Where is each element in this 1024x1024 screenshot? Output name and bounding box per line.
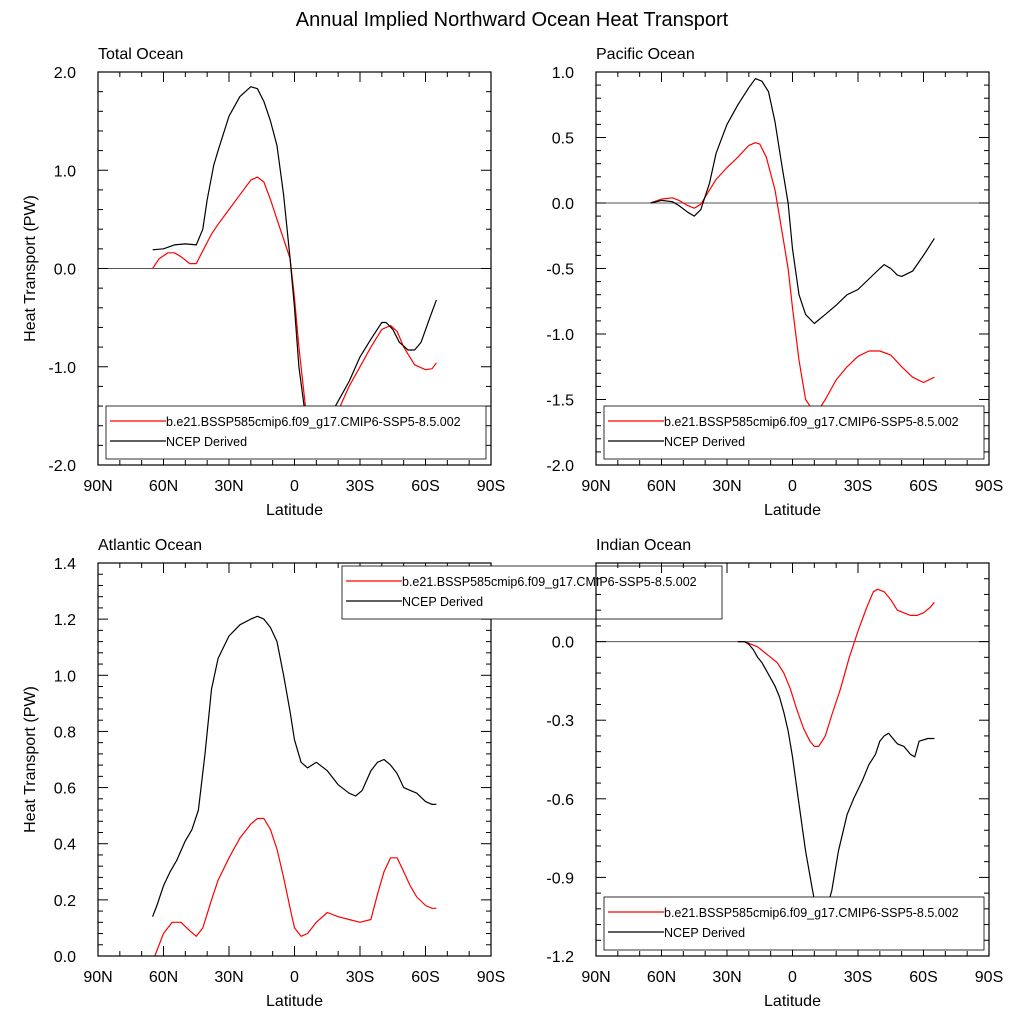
panel-1: Total Ocean 90N 60N 30N 0 30S 60S 90S -2.0 -1.0 0.… [22, 46, 505, 519]
x-tick-label: 0 [788, 969, 797, 986]
legend-box [603, 405, 985, 460]
x-tick-label: 60N [149, 478, 178, 495]
series-line-model [154, 817, 437, 957]
x-tick-label: 0 [290, 969, 299, 986]
legend-entry: NCEP Derived [664, 926, 745, 940]
plot-frame [97, 562, 492, 957]
y-tick-label: 0.2 [54, 893, 76, 910]
legend: b.e21.BSSP585cmip6.f09_g17.CMIP6-SSP5-8.… [603, 405, 985, 460]
x-tick-label: 90S [477, 969, 505, 986]
y-tick-label: -1.2 [546, 949, 574, 966]
series-line-model [737, 588, 935, 747]
legend: b.e21.BSSP585cmip6.f09_g17.CMIP6-SSP5-8.… [603, 896, 985, 951]
legend-entry: NCEP Derived [402, 595, 483, 609]
x-tick-label: 60S [411, 969, 439, 986]
panel-title: Pacific Ocean [596, 46, 695, 63]
x-axis-label: Latitude [266, 502, 323, 519]
y-tick-label: -1.0 [546, 327, 574, 344]
x-tick-label: 90S [975, 478, 1003, 495]
legend-entry: b.e21.BSSP585cmip6.f09_g17.CMIP6-SSP5-8.… [166, 415, 461, 429]
x-tick-label: 30S [844, 969, 872, 986]
series-line-model [152, 176, 437, 458]
y-tick-label: 0.0 [552, 635, 574, 652]
panel-3: Atlantic Ocean 90N 60N 30N 0 30S 60S 90S 0.0 0.2 0… [22, 537, 723, 1010]
legend-entry: b.e21.BSSP585cmip6.f09_g17.CMIP6-SSP5-8.… [402, 575, 697, 589]
x-tick-label: 90S [975, 969, 1003, 986]
y-tick-label: -2.0 [546, 458, 574, 475]
series-line-ncep [737, 641, 935, 918]
figure-title: Annual Implied Northward Ocean Heat Tran… [296, 9, 729, 31]
x-tick-label: 0 [290, 478, 299, 495]
legend-box [603, 896, 985, 951]
y-tick-label: 0.0 [552, 196, 574, 213]
panel-title: Indian Ocean [596, 537, 691, 554]
y-tick-label: -0.6 [546, 792, 574, 809]
x-tick-label: 30N [214, 478, 243, 495]
y-tick-label: -0.5 [546, 262, 574, 279]
x-tick-label: 60N [647, 969, 676, 986]
x-tick-label: 60S [909, 969, 937, 986]
legend-entry: NCEP Derived [664, 435, 745, 449]
y-tick-label: -0.9 [546, 870, 574, 887]
y-tick-label: 0.5 [552, 131, 574, 148]
x-axis-label: Latitude [266, 993, 323, 1010]
y-tick-label: 1.2 [54, 612, 76, 629]
y-tick-label: -0.3 [546, 713, 574, 730]
x-tick-label: 60S [909, 478, 937, 495]
x-tick-label: 90N [83, 478, 112, 495]
x-tick-label: 30S [346, 969, 374, 986]
y-tick-label: 0.4 [54, 837, 76, 854]
legend-box [341, 565, 723, 620]
y-tick-label: 1.4 [54, 556, 76, 573]
x-tick-label: 90N [581, 478, 610, 495]
panel-title: Total Ocean [98, 46, 183, 63]
panel-4: Indian Ocean 90N 60N 30N 0 30S 60S 90S -1.2 -0.9 -… [546, 537, 1003, 1010]
y-tick-label: -2.0 [48, 458, 76, 475]
y-tick-label: 2.0 [54, 65, 76, 82]
x-tick-label: 90N [581, 969, 610, 986]
x-axis-label: Latitude [764, 502, 821, 519]
y-tick-label: 1.0 [54, 163, 76, 180]
y-axis-label: Heat Transport (PW) [22, 195, 39, 342]
x-tick-label: 30S [844, 478, 872, 495]
y-tick-label: 1.0 [552, 65, 574, 82]
legend-entry: b.e21.BSSP585cmip6.f09_g17.CMIP6-SSP5-8.… [664, 415, 959, 429]
y-tick-label: 0.6 [54, 781, 76, 798]
y-tick-label: 1.0 [54, 668, 76, 685]
legend-entry: b.e21.BSSP585cmip6.f09_g17.CMIP6-SSP5-8.… [664, 906, 959, 920]
x-tick-label: 60S [411, 478, 439, 495]
panel-2: Pacific Ocean 90N 60N 30N 0 30S 60S 90S -2.0 -1.5… [546, 46, 1003, 519]
series-line-model [650, 142, 935, 414]
y-tick-label: 0.0 [54, 949, 76, 966]
legend: b.e21.BSSP585cmip6.f09_g17.CMIP6-SSP5-8.… [341, 565, 723, 620]
legend-entry: NCEP Derived [166, 435, 247, 449]
x-tick-label: 0 [788, 478, 797, 495]
panel-title: Atlantic Ocean [98, 537, 202, 554]
x-tick-label: 60N [149, 969, 178, 986]
x-tick-label: 90S [477, 478, 505, 495]
y-tick-label: -1.0 [48, 360, 76, 377]
y-axis-label: Heat Transport (PW) [22, 686, 39, 833]
x-tick-label: 30N [214, 969, 243, 986]
x-tick-label: 30N [712, 478, 741, 495]
x-tick-label: 90N [83, 969, 112, 986]
x-tick-label: 30N [712, 969, 741, 986]
series-line-ncep [650, 78, 935, 325]
series-line-ncep [152, 86, 437, 437]
y-tick-label: -1.5 [546, 393, 574, 410]
legend: b.e21.BSSP585cmip6.f09_g17.CMIP6-SSP5-8.… [105, 405, 487, 460]
x-axis-label: Latitude [764, 993, 821, 1010]
x-tick-label: 60N [647, 478, 676, 495]
y-tick-label: 0.8 [54, 724, 76, 741]
legend-box [105, 405, 487, 460]
x-tick-label: 30S [346, 478, 374, 495]
y-tick-label: 0.0 [54, 262, 76, 279]
series-line-ncep [152, 615, 437, 917]
